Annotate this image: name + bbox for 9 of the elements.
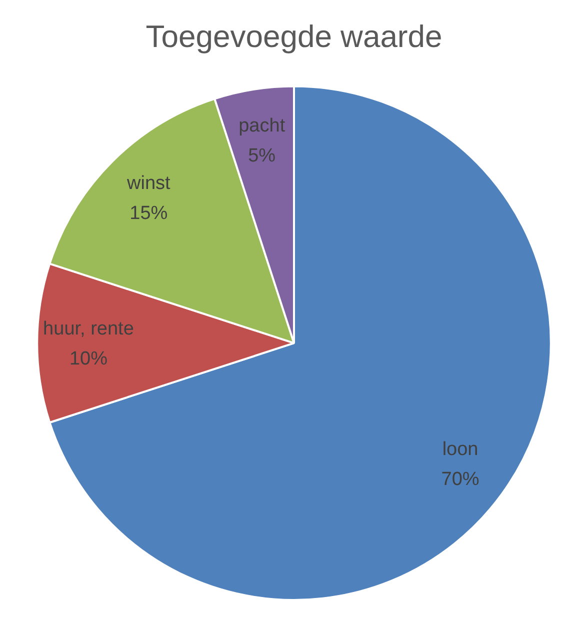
chart-title: Toegevoegde waarde <box>146 19 442 54</box>
data-label: 15% <box>130 203 168 224</box>
data-label: 5% <box>248 145 276 166</box>
slice-label: winst <box>126 173 172 194</box>
slice-label: pacht <box>238 115 286 136</box>
slice-label: huur, rente <box>43 318 134 340</box>
data-label: 10% <box>69 348 108 370</box>
data-label: 70% <box>441 469 480 490</box>
slice-label: loon <box>442 439 478 460</box>
